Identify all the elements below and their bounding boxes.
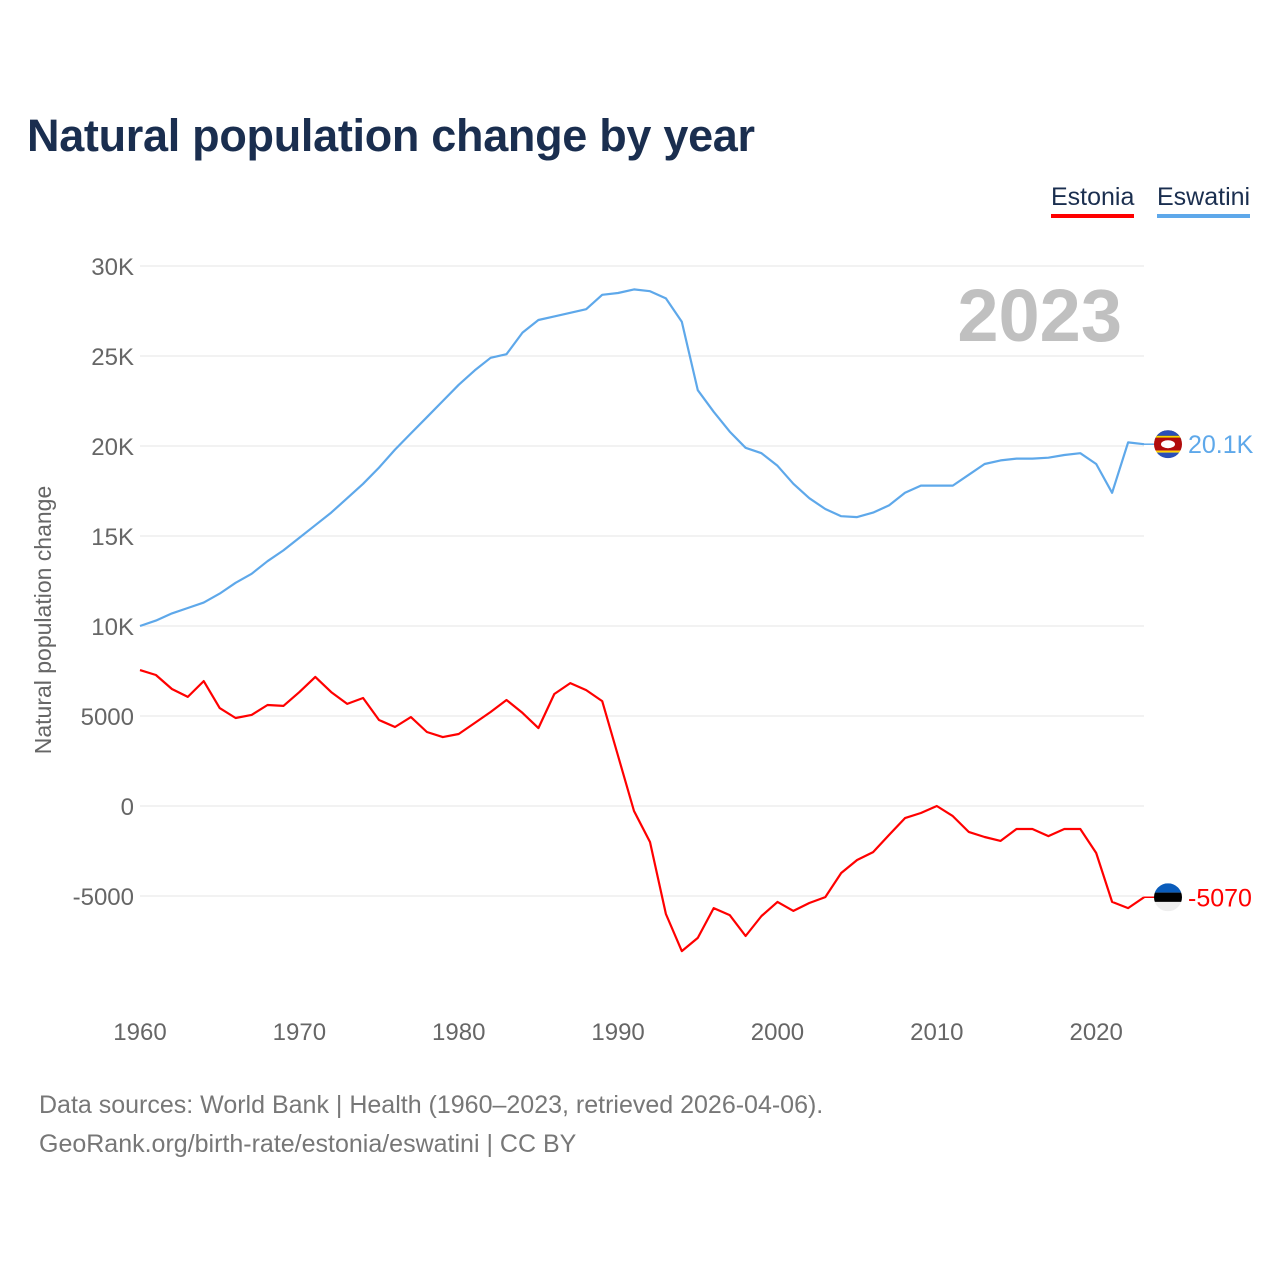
legend-item-estonia[interactable]: Estonia xyxy=(1051,183,1135,218)
y-tick-label: 10K xyxy=(91,614,134,641)
y-tick-label: 20K xyxy=(91,434,134,461)
end-value-label-estonia: -5070 xyxy=(1188,884,1252,912)
end-value-label-eswatini: 20.1K xyxy=(1188,431,1254,459)
series-line-estonia xyxy=(139,669,1145,953)
footer: Data sources: World Bank | Health (1960–… xyxy=(39,1086,823,1164)
y-tick-label: -5000 xyxy=(73,884,134,911)
y-tick-label: 30K xyxy=(91,254,134,281)
y-tick-label: 0 xyxy=(121,794,134,821)
x-tick-label: 2020 xyxy=(1069,1019,1122,1046)
x-tick-label: 1970 xyxy=(273,1019,326,1046)
x-tick-label: 1990 xyxy=(591,1019,644,1046)
x-tick-label: 1980 xyxy=(432,1019,485,1046)
eswatini-flag-icon xyxy=(1154,430,1182,459)
y-axis-title: Natural population change xyxy=(30,486,56,755)
y-tick-label: 15K xyxy=(91,524,134,551)
x-tick-label: 2000 xyxy=(751,1019,804,1046)
attribution-link[interactable]: GeoRank.org/birth-rate/estonia/eswatini … xyxy=(39,1130,577,1158)
x-tick-label: 1960 xyxy=(113,1019,166,1046)
y-tick-label: 5000 xyxy=(81,704,134,731)
estonia-flag-icon xyxy=(1154,883,1182,912)
year-watermark: 2023 xyxy=(957,274,1122,357)
x-tick-label: 2010 xyxy=(910,1019,963,1046)
y-tick-label: 25K xyxy=(91,344,134,371)
series-line-eswatini xyxy=(139,288,1145,628)
legend-item-eswatini[interactable]: Eswatini xyxy=(1157,183,1251,218)
data-source-text: Data sources: World Bank | Health (1960–… xyxy=(39,1091,824,1119)
chart-title: Natural population change by year xyxy=(27,110,755,161)
